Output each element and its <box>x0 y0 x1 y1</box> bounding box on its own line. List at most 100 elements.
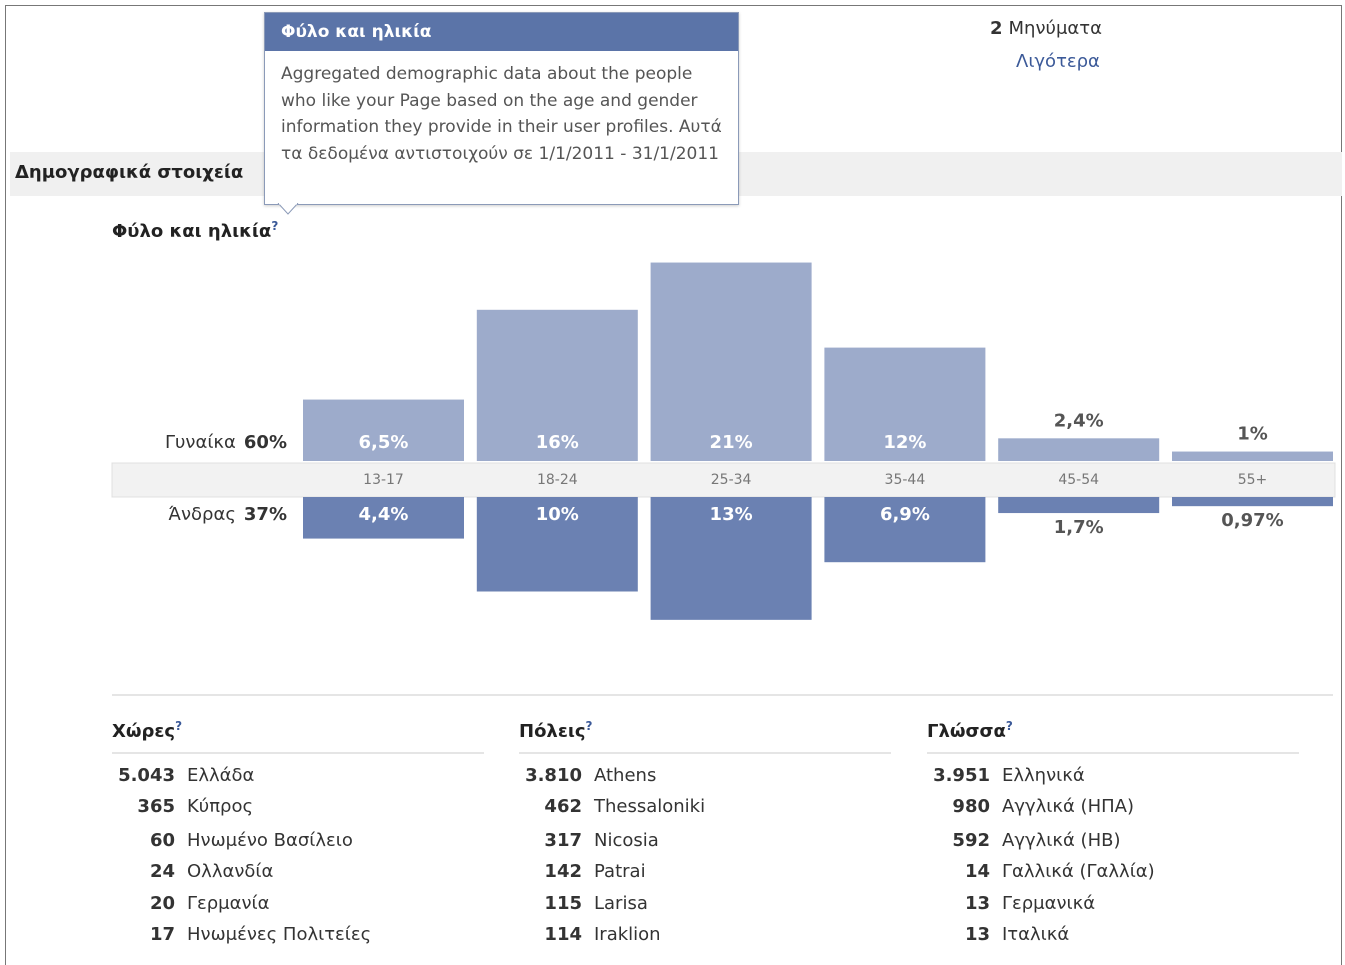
value-label: 13% <box>710 504 753 525</box>
tooltip-title: Φύλο και ηλικία <box>265 13 738 51</box>
value-label: 21% <box>710 432 753 453</box>
category-label: 13-17 <box>363 472 404 488</box>
row-name: Γερμανία <box>187 893 270 914</box>
legend-share: 60% <box>244 432 287 453</box>
list-rule <box>112 752 484 754</box>
row-name: Γερμανικά <box>1002 893 1096 914</box>
category-label: 25-34 <box>711 472 752 488</box>
row-name: Ηνωμένες Πολιτείες <box>187 924 372 945</box>
lists: Χώρες? 5.043 Ελλάδα 365 Κύπρος 60 Ηνωμένο Βασί… <box>0 700 1345 946</box>
row-name: Γαλλικά (Γαλλία) <box>1002 861 1155 882</box>
category-label: 18-24 <box>537 472 578 488</box>
row-name: Athens <box>594 765 657 786</box>
row-name: Αγγλικά (ΗΠΑ) <box>1002 796 1134 817</box>
row-name: Thessaloniki <box>594 796 706 817</box>
row-count: 3.951 <box>933 765 990 786</box>
bar <box>650 497 812 620</box>
list-title-text: Γλώσσα <box>927 721 1006 742</box>
bar <box>303 399 464 461</box>
row-count: 592 <box>952 830 990 851</box>
bar <box>1172 451 1333 461</box>
list-title-text: Χώρες <box>112 721 176 742</box>
row-name: Αγγλικά (ΗΒ) <box>1002 830 1121 851</box>
row-count: 462 <box>544 796 582 817</box>
row-count: 5.043 <box>118 765 175 786</box>
row-count: 13 <box>964 924 990 945</box>
help[interactable]: ? <box>175 719 183 733</box>
tooltip-text: Aggregated demographic data about the pe… <box>281 64 722 164</box>
bar <box>1172 497 1333 507</box>
frame <box>5 5 1342 965</box>
value-label: 6,9% <box>880 504 930 525</box>
row-name: Nicosia <box>594 830 659 851</box>
row-name: Iraklion <box>594 924 661 945</box>
value-label: 1,7% <box>1054 517 1104 538</box>
tooltip-pointer <box>277 203 299 215</box>
value-label: 16% <box>536 432 579 453</box>
bar <box>476 309 638 461</box>
category-label: 35-44 <box>885 472 926 488</box>
row-name: Κύπρος <box>187 796 254 817</box>
row-count: 317 <box>544 830 582 851</box>
row-count: 3.810 <box>525 765 582 786</box>
bar <box>824 497 986 563</box>
messages-label: Μηνύματα <box>1008 18 1102 39</box>
list-title-text: Πόλεις <box>519 721 586 742</box>
chart-title-text: Φύλο και ηλικία <box>112 221 272 242</box>
list-rule <box>927 752 1299 754</box>
bar <box>476 497 638 592</box>
less-link[interactable]: Λιγότερα <box>1016 51 1100 72</box>
value-label: 4,4% <box>359 504 409 525</box>
help[interactable]: ? <box>271 219 279 233</box>
messages-count: 2 <box>990 18 1003 39</box>
list-title: Γλώσσα? <box>927 719 1013 742</box>
value-label: 1% <box>1237 424 1268 445</box>
bar <box>998 438 1160 461</box>
category-label: 45-54 <box>1058 472 1099 488</box>
section-title: Δημογραφικά στοιχεία <box>15 162 244 183</box>
row-count: 13 <box>964 893 990 914</box>
row-count: 17 <box>149 924 175 945</box>
legend-entry: Γυναίκα 60% <box>165 432 287 453</box>
help[interactable]: ? <box>1005 719 1013 733</box>
value-label: 6,5% <box>359 432 409 453</box>
row-count: 114 <box>544 924 582 945</box>
bar <box>650 262 812 461</box>
row-name: Patrai <box>594 861 646 882</box>
value-label: 2,4% <box>1054 410 1104 431</box>
row-count: 980 <box>952 796 990 817</box>
bar <box>303 497 464 539</box>
row-count: 115 <box>544 893 582 914</box>
row-name: Ελλάδα <box>187 765 255 786</box>
row-name: Ιταλικά <box>1002 924 1070 945</box>
row-count: 60 <box>149 830 175 851</box>
category-label: 55+ <box>1238 472 1268 488</box>
messages[interactable]: 2 Μηνύματα <box>990 18 1102 39</box>
row-name: Larisa <box>594 893 648 914</box>
row-count: 14 <box>964 861 990 882</box>
list-rule <box>519 752 891 754</box>
row-count: 142 <box>544 861 582 882</box>
category-strip <box>111 462 1336 498</box>
row-name: Ελληνικά <box>1002 765 1085 786</box>
legend-name: Γυναίκα <box>165 432 236 453</box>
list-title: Χώρες? <box>112 719 182 742</box>
legend-share: 37% <box>244 504 287 525</box>
value-label: 10% <box>536 504 579 525</box>
legend-name: Άνδρας <box>169 504 236 525</box>
row-name: Ολλανδία <box>187 861 274 882</box>
row-count: 365 <box>137 796 175 817</box>
bar <box>824 347 986 461</box>
tooltip: Φύλο και ηλικία Aggregated demographic d… <box>264 12 739 205</box>
row-count: 24 <box>149 861 175 882</box>
help[interactable]: ? <box>585 719 593 733</box>
row-name: Ηνωμένο Βασίλειο <box>187 830 353 851</box>
list-title: Πόλεις? <box>519 719 593 742</box>
bar <box>998 497 1160 514</box>
value-label: 12% <box>883 432 926 453</box>
chart-title: Φύλο και ηλικία? <box>112 219 278 242</box>
row-count: 20 <box>149 893 175 914</box>
value-label: 0,97% <box>1221 510 1283 531</box>
